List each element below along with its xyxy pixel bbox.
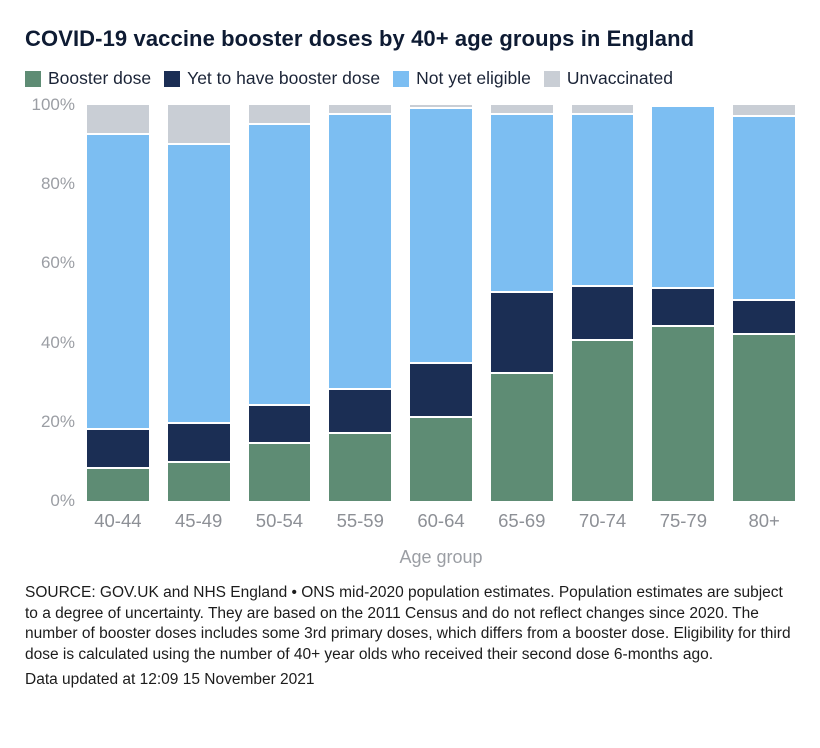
x-tick-label-65-69: 65-69 xyxy=(498,510,546,531)
bar-segment-unvaccinated[interactable] xyxy=(733,105,796,117)
bar-80 xyxy=(733,105,796,501)
bar-segment-booster-dose[interactable] xyxy=(248,443,311,501)
x-tick-label-45-49: 45-49 xyxy=(175,510,223,531)
bar-segment-not-yet-eligible[interactable] xyxy=(329,114,392,391)
plot-wrap: 40-44 45-49 50-54 55-59 60-64 65-69 70-74 75-79… xyxy=(87,104,796,568)
legend-item-unvaccinated: Unvaccinated xyxy=(543,68,673,89)
bar-segment-unvaccinated[interactable] xyxy=(248,105,311,125)
legend-swatch-yet-to-have-booster-dose xyxy=(164,70,181,87)
bar-segment-yet-to-have-booster-dose[interactable] xyxy=(571,287,634,341)
x-axis-title: Age group xyxy=(399,547,483,567)
bar-segment-yet-to-have-booster-dose[interactable] xyxy=(87,429,149,470)
bar-segment-booster-dose[interactable] xyxy=(87,469,149,501)
bar-segment-yet-to-have-booster-dose[interactable] xyxy=(248,405,311,444)
legend-label: Unvaccinated xyxy=(566,68,673,88)
y-tick-label: 0% xyxy=(50,491,75,510)
plot-area xyxy=(87,104,796,501)
bar-segment-booster-dose[interactable] xyxy=(410,417,472,501)
bar-segment-not-yet-eligible[interactable] xyxy=(410,108,472,365)
legend-swatch-booster-dose xyxy=(25,70,41,87)
bar-segment-not-yet-eligible[interactable] xyxy=(652,106,715,290)
bar-segment-yet-to-have-booster-dose[interactable] xyxy=(652,289,715,327)
bar-65-69 xyxy=(490,105,553,501)
bar-segment-not-yet-eligible[interactable] xyxy=(571,114,634,288)
legend-swatch-not-yet-eligible xyxy=(393,70,410,87)
x-tick-label-70-74: 70-74 xyxy=(578,510,627,531)
bar-segment-not-yet-eligible[interactable] xyxy=(490,114,553,294)
bar-segment-yet-to-have-booster-dose[interactable] xyxy=(167,423,230,464)
source-note: SOURCE: GOV.UK and NHS England • ONS mid… xyxy=(25,584,791,663)
chart-title: COVID-19 vaccine booster doses by 40+ ag… xyxy=(25,26,695,51)
bar-segment-yet-to-have-booster-dose[interactable] xyxy=(410,364,472,418)
legend-item-yet-to-have-booster-dose: Yet to have booster dose xyxy=(164,68,380,89)
bar-segment-unvaccinated[interactable] xyxy=(410,105,472,109)
bar-segment-yet-to-have-booster-dose[interactable] xyxy=(490,293,553,375)
bar-segment-unvaccinated[interactable] xyxy=(167,105,230,145)
bar-50-54 xyxy=(248,105,311,501)
bar-segment-yet-to-have-booster-dose[interactable] xyxy=(733,301,796,335)
bar-60-64 xyxy=(410,105,472,501)
bar-segment-not-yet-eligible[interactable] xyxy=(733,116,796,302)
bar-segment-booster-dose[interactable] xyxy=(167,463,230,501)
x-tick-label-40-44: 40-44 xyxy=(94,510,142,531)
x-tick-label-80: 80+ xyxy=(748,510,780,531)
bar-segment-unvaccinated[interactable] xyxy=(490,105,553,115)
bar-40-44 xyxy=(87,105,149,501)
chart-footer: SOURCE: GOV.UK and NHS England • ONS mid… xyxy=(25,583,795,691)
x-axis-labels: 40-44 45-49 50-54 55-59 60-64 65-69 70-74 75-79… xyxy=(87,510,795,532)
y-tick-label: 60% xyxy=(40,253,75,273)
legend-item-not-yet-eligible: Not yet eligible xyxy=(393,68,531,89)
bar-55-59 xyxy=(329,105,392,501)
bar-70-74 xyxy=(571,105,634,501)
bar-segment-yet-to-have-booster-dose[interactable] xyxy=(329,390,392,434)
legend-item-booster-dose: Booster dose xyxy=(25,68,151,89)
y-tick-label: 80% xyxy=(40,174,75,194)
bar-segment-unvaccinated[interactable] xyxy=(571,105,634,115)
legend-label: Booster dose xyxy=(48,68,152,88)
updated-timestamp: Data updated at 12:09 15 November 2021 xyxy=(25,671,315,689)
legend-swatch-unvaccinated xyxy=(543,70,560,87)
x-tick-label-60-64: 60-64 xyxy=(417,510,465,531)
bar-segment-booster-dose[interactable] xyxy=(652,326,715,501)
y-axis: 100% 80% 60% 40% 20% 0% xyxy=(25,95,87,510)
x-tick-label-50-54: 50-54 xyxy=(255,510,304,531)
bar-segment-not-yet-eligible[interactable] xyxy=(87,134,149,430)
bar-75-79 xyxy=(652,104,715,501)
chart-area: 100% 80% 60% 40% 20% 0% 40-44 45-49 50-54 55-59 6… xyxy=(25,95,796,568)
chart-legend: Booster dose Yet to have booster dose Not … xyxy=(25,68,795,89)
bar-segment-booster-dose[interactable] xyxy=(490,374,553,501)
x-tick-label-55-59: 55-59 xyxy=(336,510,384,531)
y-tick-label: 40% xyxy=(40,332,75,352)
legend-label: Not yet eligible xyxy=(416,68,531,88)
x-tick-label-75-79: 75-79 xyxy=(659,510,708,531)
y-tick-label: 20% xyxy=(40,411,75,431)
bar-segment-not-yet-eligible[interactable] xyxy=(248,124,311,406)
bar-segment-unvaccinated[interactable] xyxy=(652,104,715,107)
bar-segment-unvaccinated[interactable] xyxy=(329,105,392,115)
bar-segment-booster-dose[interactable] xyxy=(733,334,796,501)
bar-segment-not-yet-eligible[interactable] xyxy=(167,144,230,424)
bar-45-49 xyxy=(167,105,230,501)
bar-segment-booster-dose[interactable] xyxy=(329,433,392,501)
legend-label: Yet to have booster dose xyxy=(187,68,381,88)
y-tick-label: 100% xyxy=(31,95,75,114)
bar-segment-booster-dose[interactable] xyxy=(571,340,634,501)
bar-segment-unvaccinated[interactable] xyxy=(87,105,149,135)
